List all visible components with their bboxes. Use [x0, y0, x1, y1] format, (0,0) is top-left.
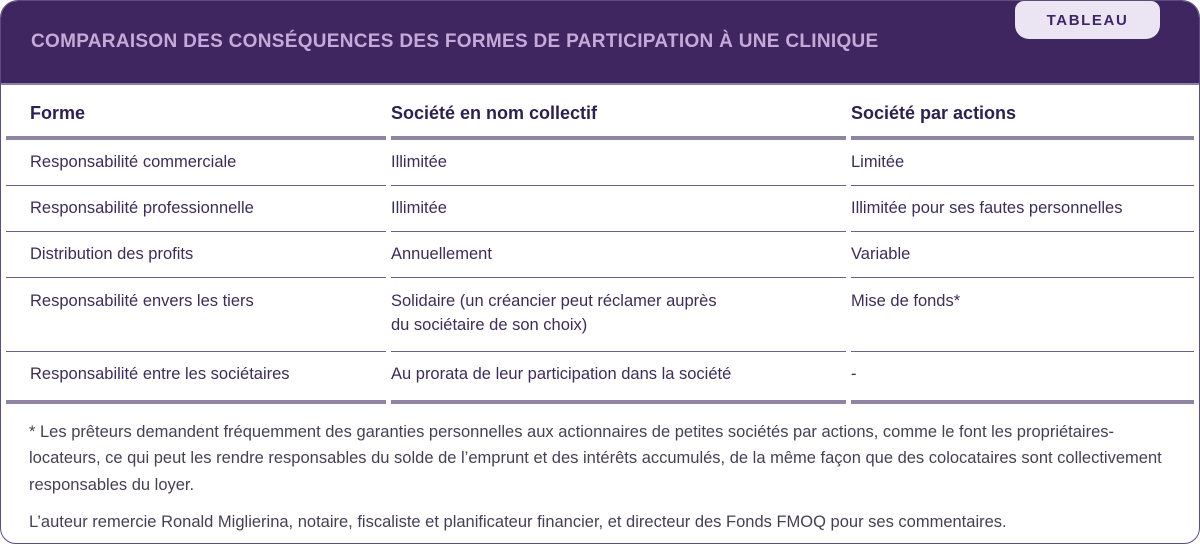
row-label: Distribution des profits — [6, 232, 386, 278]
credit-note: L’auteur remercie Ronald Miglierina, not… — [29, 512, 1007, 531]
cell-nom-collectif: Au prorata de leur participation dans la… — [391, 352, 846, 404]
table-header-row: Forme Société en nom collectif Société p… — [6, 87, 1194, 140]
table-row-responsabilite-professionnelle: Responsabilité professionnelle Illimitée… — [6, 186, 1194, 232]
footnotes-section: * Les prêteurs demandent fréquemment des… — [1, 404, 1199, 536]
column-header-societe-nom-collectif: Société en nom collectif — [391, 87, 846, 140]
cell-nom-collectif: Annuellement — [391, 232, 846, 278]
cell-nom-collectif: Solidaire (un créancier peut réclamer au… — [391, 278, 846, 352]
cell-par-actions: Mise de fonds* — [851, 278, 1194, 352]
comparison-table: Forme Société en nom collectif Société p… — [1, 87, 1199, 404]
table-row-responsabilite-envers-les-tiers: Responsabilité envers les tiers Solidair… — [6, 278, 1194, 352]
cell-nom-collectif: Illimitée — [391, 140, 846, 186]
cell-par-actions: Variable — [851, 232, 1194, 278]
table-row-responsabilite-commerciale: Responsabilité commerciale Illimitée Lim… — [6, 140, 1194, 186]
cell-nom-collectif: Illimitée — [391, 186, 846, 232]
row-label: Responsabilité professionnelle — [6, 186, 386, 232]
tableau-badge: TABLEAU — [1015, 1, 1160, 39]
footnote-asterisk: * Les prêteurs demandent fréquemment des… — [29, 422, 1162, 494]
table-row-responsabilite-entre-les-societaires: Responsabilité entre les sociétaires Au … — [6, 352, 1194, 404]
row-label: Responsabilité commerciale — [6, 140, 386, 186]
row-label: Responsabilité entre les sociétaires — [6, 352, 386, 404]
table-row-distribution-des-profits: Distribution des profits Annuellement Va… — [6, 232, 1194, 278]
cell-par-actions: - — [851, 352, 1194, 404]
cell-par-actions: Limitée — [851, 140, 1194, 186]
column-header-societe-par-actions: Société par actions — [851, 87, 1194, 140]
column-header-forme: Forme — [6, 87, 386, 140]
tableau-badge-label: TABLEAU — [1046, 11, 1129, 29]
card-header: COMPARAISON DES CONSÉQUENCES DES FORMES … — [1, 1, 1199, 85]
page-title: COMPARAISON DES CONSÉQUENCES DES FORMES … — [31, 31, 879, 52]
cell-par-actions: Illimitée pour ses fautes personnelles — [851, 186, 1194, 232]
row-label: Responsabilité envers les tiers — [6, 278, 386, 352]
